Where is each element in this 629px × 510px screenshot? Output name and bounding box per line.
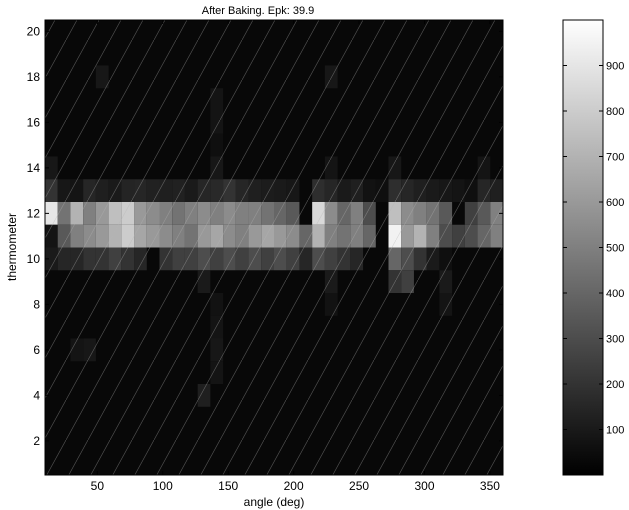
y-tick-label: 6 [33,343,40,357]
y-tick-label: 20 [27,24,41,38]
colorbar-tick-label: 600 [606,197,624,209]
x-axis-label: angle (deg) [244,495,305,509]
colorbar-tick-label: 100 [606,425,624,437]
y-tick-label: 12 [27,206,41,220]
chart-title: After Baking. Epk: 39.9 [202,5,315,17]
colorbar-tick-label: 300 [606,334,624,346]
x-tick-label: 50 [91,479,105,493]
colorbar-tick-label: 900 [606,61,624,73]
x-tick-label: 150 [218,479,238,493]
colorbar-tick-label: 200 [606,379,624,391]
x-axis: 50 100 150 200 250 300 350 [91,20,500,493]
x-tick-label: 100 [153,479,173,493]
hatch-overlay [45,20,503,475]
colorbar-tick-label: 500 [606,243,624,255]
x-tick-label: 250 [349,479,369,493]
y-tick-label: 8 [33,297,40,311]
y-tick-label: 2 [33,434,40,448]
x-tick-label: 350 [480,479,500,493]
x-tick-label: 200 [284,479,304,493]
x-tick-label: 300 [414,479,434,493]
y-tick-label: 18 [27,70,41,84]
y-axis-label: thermometer [5,213,19,281]
colorbar-ticks: 100 200 300 400 500 600 700 800 900 [563,61,624,437]
colorbar-tick-label: 400 [606,288,624,300]
y-tick-label: 16 [27,115,41,129]
y-tick-label: 14 [27,161,41,175]
y-tick-label: 4 [33,388,40,402]
y-axis: 2 4 6 8 10 12 14 16 18 20 [27,24,503,448]
colorbar [562,19,604,476]
y-tick-label: 10 [27,252,41,266]
plot-frame [44,19,504,476]
colorbar-tick-label: 700 [606,152,624,164]
colorbar-tick-label: 800 [606,106,624,118]
